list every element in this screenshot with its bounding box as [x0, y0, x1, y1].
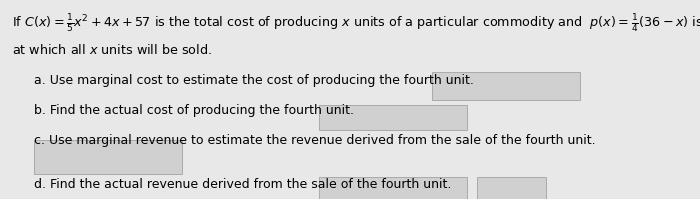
FancyBboxPatch shape — [34, 140, 182, 174]
Text: a. Use marginal cost to estimate the cost of producing the fourth unit.: a. Use marginal cost to estimate the cos… — [34, 74, 475, 87]
FancyBboxPatch shape — [477, 177, 545, 199]
FancyBboxPatch shape — [319, 105, 467, 130]
Text: If $C(x)=\frac{1}{5}x^2+4x+57$ is the total cost of producing $x$ units of a par: If $C(x)=\frac{1}{5}x^2+4x+57$ is the to… — [12, 12, 700, 34]
FancyBboxPatch shape — [319, 177, 467, 199]
Text: at which all $x$ units will be sold.: at which all $x$ units will be sold. — [12, 43, 211, 57]
Text: c. Use marginal revenue to estimate the revenue derived from the sale of the fou: c. Use marginal revenue to estimate the … — [34, 134, 596, 147]
FancyBboxPatch shape — [433, 72, 580, 100]
Text: d. Find the actual revenue derived from the sale of the fourth unit.: d. Find the actual revenue derived from … — [34, 178, 452, 191]
Text: b. Find the actual cost of producing the fourth unit.: b. Find the actual cost of producing the… — [34, 104, 354, 117]
